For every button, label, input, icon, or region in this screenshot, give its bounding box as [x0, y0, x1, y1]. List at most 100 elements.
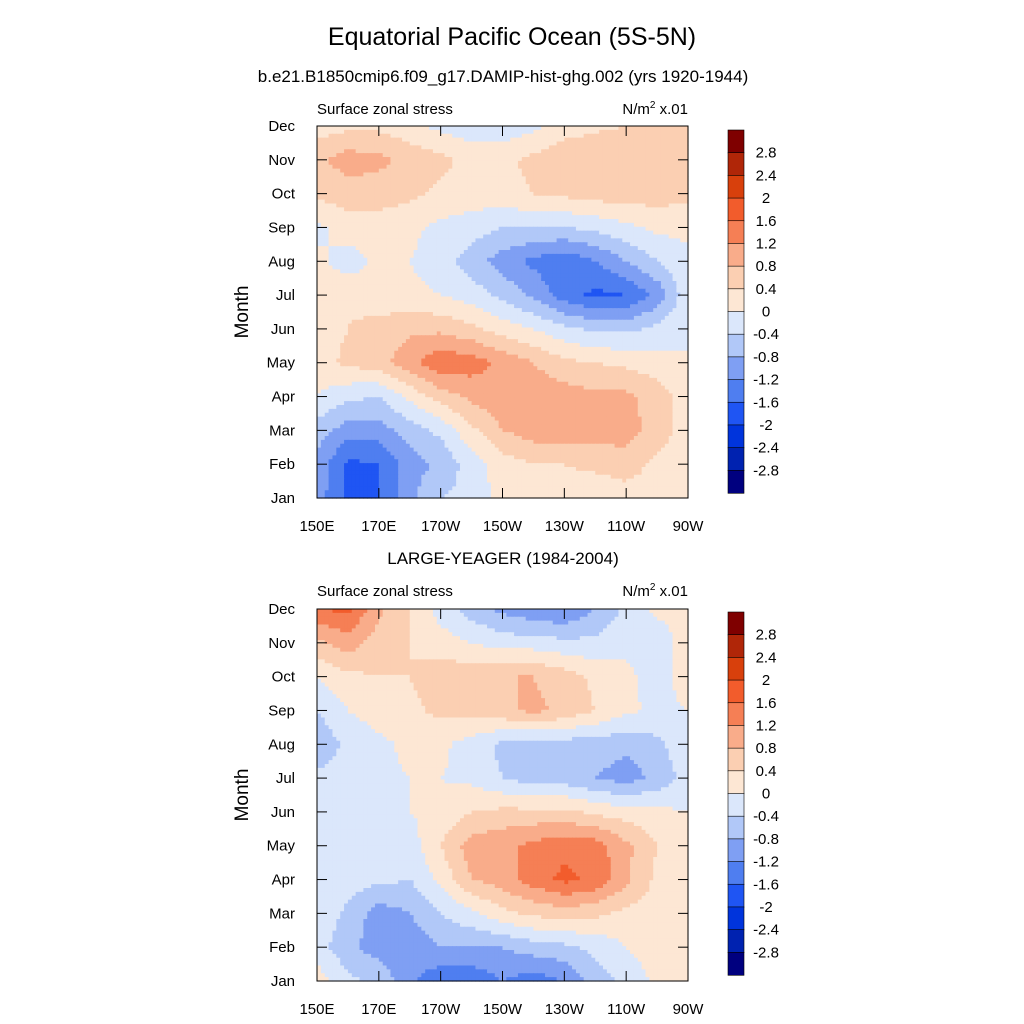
contour-cell: [394, 292, 399, 298]
contour-cell: [432, 304, 438, 309]
contour-cell: [374, 176, 380, 181]
contour-cell: [413, 133, 419, 139]
contour-cell: [672, 242, 677, 247]
contour-cell: [413, 191, 419, 197]
contour-cell: [444, 284, 449, 290]
contour-cell: [525, 250, 531, 255]
contour-cell: [490, 129, 496, 135]
contour-cell: [680, 211, 685, 216]
contour-cell: [591, 172, 596, 177]
contour-cell: [610, 211, 616, 216]
contour-cell: [657, 261, 662, 267]
contour-cell: [363, 195, 368, 201]
contour-cell: [672, 164, 677, 170]
contour-cell: [402, 168, 407, 174]
contour-cell: [579, 284, 585, 290]
contour-cell: [514, 242, 519, 247]
contour-cell: [471, 126, 477, 131]
contour-cell: [405, 153, 411, 158]
contour-cell: [459, 129, 465, 135]
contour-cell: [324, 257, 330, 263]
contour-cell: [606, 296, 612, 301]
contour-cell: [456, 284, 461, 290]
contour-cell: [626, 149, 631, 154]
contour-cell: [436, 176, 442, 181]
contour-cell: [556, 207, 562, 212]
contour-cell: [421, 129, 426, 135]
contour-cell: [459, 141, 465, 146]
contour-cell: [374, 157, 380, 162]
contour-cell: [664, 300, 670, 305]
contour-cell: [684, 176, 689, 181]
contour-cell: [545, 164, 550, 170]
contour-cell: [371, 141, 376, 146]
contour-cell: [459, 292, 465, 298]
contour-cell: [657, 145, 662, 150]
contour-cell: [684, 273, 689, 278]
contour-cell: [606, 157, 612, 162]
contour-cell: [332, 149, 337, 154]
contour-cell: [579, 168, 585, 174]
contour-cell: [591, 261, 596, 267]
contour-cell: [529, 129, 535, 135]
contour-cell: [506, 288, 511, 294]
contour-cell: [483, 315, 488, 321]
contour-cell: [409, 300, 415, 305]
contour-cell: [340, 304, 345, 309]
contour-cell: [556, 315, 562, 321]
contour-cell: [595, 199, 600, 205]
contour-cell: [680, 265, 685, 270]
contour-cell: [328, 203, 334, 208]
contour-cell: [510, 191, 515, 197]
contour-cell: [332, 281, 337, 286]
contour-cell: [572, 261, 577, 267]
contour-cell: [622, 168, 627, 174]
contour-cell: [475, 207, 480, 212]
contour-cell: [630, 265, 635, 270]
contour-cell: [363, 180, 368, 185]
contour-cell: [479, 292, 484, 298]
contour-cell: [514, 164, 519, 170]
contour-cell: [537, 281, 542, 286]
contour-cell: [556, 191, 562, 197]
contour-cell: [618, 246, 623, 251]
contour-cell: [641, 261, 647, 267]
contour-cell: [614, 203, 620, 208]
contour-cell: [378, 242, 384, 247]
contour-cell: [529, 238, 535, 243]
contour-cell: [452, 145, 457, 150]
contour-cell: [405, 284, 411, 290]
contour-cell: [324, 141, 330, 146]
contour-cell: [653, 157, 658, 162]
contour-cell: [579, 265, 585, 270]
contour-cell: [680, 315, 685, 321]
contour-cell: [506, 253, 511, 259]
contour-cell: [363, 215, 368, 220]
contour-cell: [622, 160, 627, 166]
contour-cell: [680, 257, 685, 263]
contour-cell: [653, 141, 658, 146]
contour-cell: [340, 265, 345, 270]
contour-cell: [347, 160, 353, 166]
contour-cell: [583, 315, 589, 321]
contour-cell: [579, 126, 585, 131]
contour-cell: [498, 246, 504, 251]
contour-cell: [398, 188, 403, 193]
contour-cell: [564, 164, 569, 170]
contour-cell: [386, 195, 392, 201]
contour-cell: [564, 145, 569, 150]
contour-cell: [444, 315, 449, 321]
contour-cell: [545, 304, 550, 309]
contour-cell: [421, 288, 426, 294]
contour-cell: [672, 230, 677, 236]
contour-cell: [417, 160, 422, 166]
contour-cell: [386, 160, 392, 166]
contour-cell: [367, 288, 372, 294]
contour-cell: [599, 304, 604, 309]
contour-cell: [452, 207, 457, 212]
contour-cell: [614, 145, 620, 150]
contour-cell: [355, 153, 361, 158]
contour-cell: [471, 288, 477, 294]
contour-cell: [471, 300, 477, 305]
contour-cell: [548, 226, 554, 232]
